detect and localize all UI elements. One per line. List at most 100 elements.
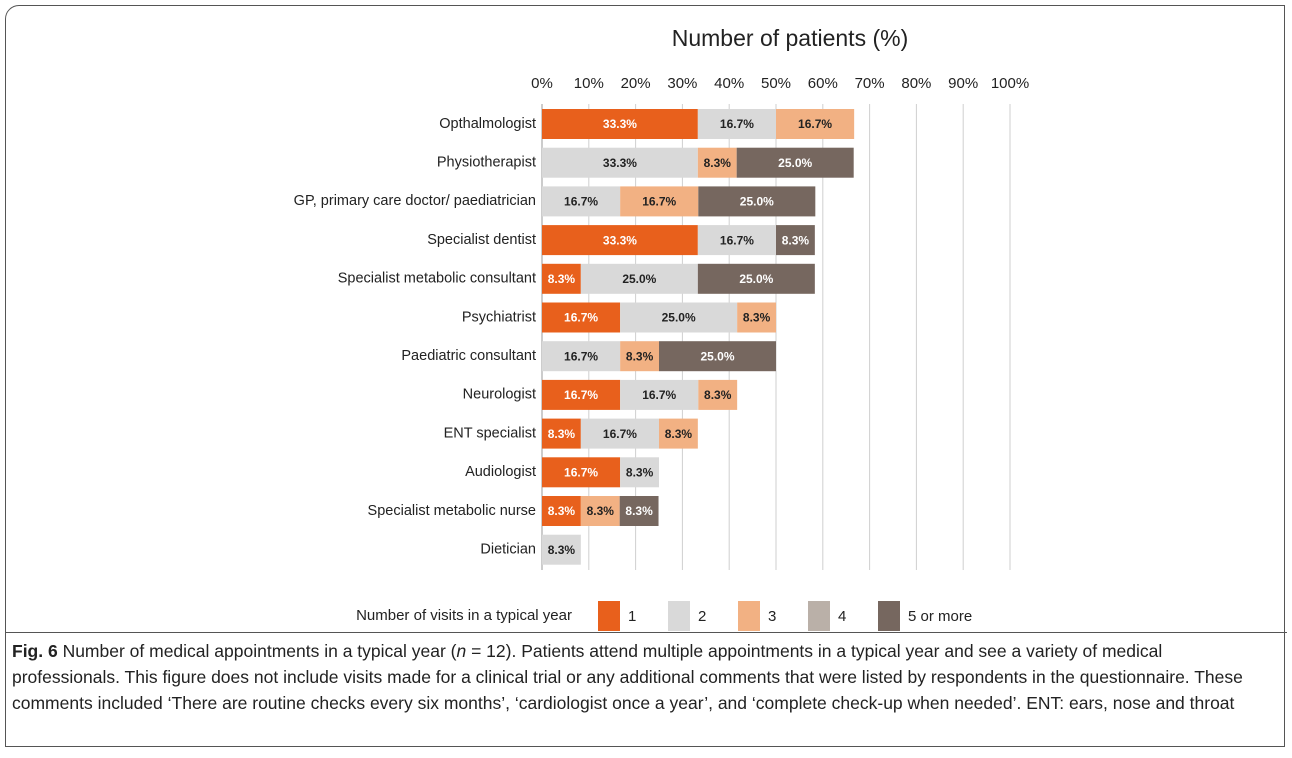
bar-segment: [542, 496, 581, 526]
data-label: 16.7%: [798, 117, 832, 131]
x-tick-label: 80%: [901, 75, 931, 92]
chart: Number of patients (%) Number of visits …: [294, 25, 1029, 631]
bar-segment: [698, 379, 738, 410]
data-label: 8.3%: [548, 504, 576, 518]
data-label: 8.3%: [704, 388, 732, 402]
x-tick-label: 20%: [621, 75, 651, 92]
legend-swatch: [598, 601, 620, 631]
data-label: 25.0%: [778, 156, 812, 170]
bar-segment: [620, 341, 659, 372]
bar-segment: [580, 418, 659, 449]
y-tick-label: Dietician: [480, 542, 536, 558]
bar-segment: [542, 186, 621, 217]
data-label: 8.3%: [548, 427, 576, 441]
bar-segment: [620, 457, 659, 488]
legend-label: 5 or more: [908, 608, 972, 625]
y-tick-label: ENT specialist: [444, 425, 536, 441]
data-label: 33.3%: [603, 117, 637, 131]
legend-swatch: [878, 601, 900, 631]
x-tick-label: 60%: [808, 75, 838, 92]
data-label: 8.3%: [626, 349, 654, 363]
data-label: 8.3%: [665, 427, 693, 441]
data-label: 25.0%: [622, 272, 656, 286]
data-label: 25.0%: [662, 311, 696, 325]
bar-segment: [697, 263, 815, 294]
x-tick-label: 50%: [761, 75, 791, 92]
legend-swatch: [738, 601, 760, 631]
caption-text: Number of medical appointments in a typi…: [57, 641, 457, 661]
bar-segment: [620, 302, 738, 333]
figure-frame: [5, 5, 1285, 747]
bar-segment: [620, 379, 699, 410]
data-label: 25.0%: [739, 272, 773, 286]
data-label: 8.3%: [704, 156, 732, 170]
bar-segment: [542, 341, 621, 372]
bar-segment: [620, 186, 699, 217]
x-tick-label: 0%: [531, 75, 553, 92]
legend-label: 3: [768, 608, 776, 625]
data-label: 8.3%: [587, 504, 615, 518]
x-tick-label: 100%: [991, 75, 1029, 92]
bar-segment: [659, 341, 776, 372]
y-tick-label: Opthalmologist: [439, 116, 536, 132]
data-label: 33.3%: [603, 233, 637, 247]
bar-segment: [542, 534, 581, 565]
caption: Fig. 6 Number of medical appointments in…: [12, 638, 1274, 716]
bar-segment: [542, 109, 698, 139]
bar-segment: [542, 457, 621, 488]
y-tick-label: Specialist metabolic consultant: [338, 271, 536, 287]
bar-segment: [659, 418, 698, 449]
data-label: 25.0%: [740, 195, 774, 209]
data-label: 16.7%: [603, 427, 637, 441]
separator: [5, 632, 1287, 633]
bar-segment: [697, 225, 776, 256]
caption-italic: n: [456, 641, 467, 661]
bar-segment: [776, 225, 815, 256]
legend-label: 2: [698, 608, 706, 625]
bar-segment: [542, 263, 581, 294]
x-tick-label: 90%: [948, 75, 978, 92]
data-label: 8.3%: [548, 543, 576, 557]
bar-segment: [697, 109, 776, 139]
bar-segment: [542, 418, 581, 449]
bar-segment: [542, 147, 698, 178]
x-tick-label: 40%: [714, 75, 744, 92]
data-label: 33.3%: [603, 156, 637, 170]
legend-swatch: [808, 601, 830, 631]
bar-segment: [619, 496, 659, 526]
bar-segment: [580, 263, 698, 294]
data-label: 25.0%: [700, 349, 734, 363]
y-tick-label: Physiotherapist: [437, 155, 536, 171]
bar-segment: [542, 379, 621, 410]
data-label: 16.7%: [564, 349, 598, 363]
data-label: 16.7%: [564, 465, 598, 479]
legend-label: 4: [838, 608, 846, 625]
y-tick-label: Psychiatrist: [462, 309, 536, 325]
caption-text: = 12). Patients attend multiple appointm…: [12, 641, 1243, 713]
bar-segment: [737, 302, 776, 333]
data-label: 8.3%: [782, 233, 810, 247]
data-label: 8.3%: [548, 272, 576, 286]
y-tick-label: GP, primary care doctor/ paediatrician: [294, 193, 536, 209]
data-label: 8.3%: [626, 465, 654, 479]
data-label: 16.7%: [642, 388, 676, 402]
data-label: 16.7%: [642, 195, 676, 209]
bar-segment: [736, 147, 854, 178]
x-tick-label: 30%: [667, 75, 697, 92]
data-label: 16.7%: [564, 311, 598, 325]
data-label: 16.7%: [564, 195, 598, 209]
y-tick-label: Specialist metabolic nurse: [368, 503, 536, 519]
bar-segment: [542, 302, 621, 333]
chart-title: Number of patients (%): [672, 25, 908, 51]
y-tick-label: Paediatric consultant: [401, 348, 536, 364]
data-label: 16.7%: [720, 233, 754, 247]
legend-label: 1: [628, 608, 636, 625]
y-tick-label: Neurologist: [463, 387, 536, 403]
x-tick-label: 70%: [855, 75, 885, 92]
legend-title: Number of visits in a typical year: [356, 607, 572, 624]
bar-segment: [698, 186, 816, 217]
data-label: 16.7%: [564, 388, 598, 402]
data-label: 8.3%: [743, 311, 771, 325]
data-label: 16.7%: [720, 117, 754, 131]
